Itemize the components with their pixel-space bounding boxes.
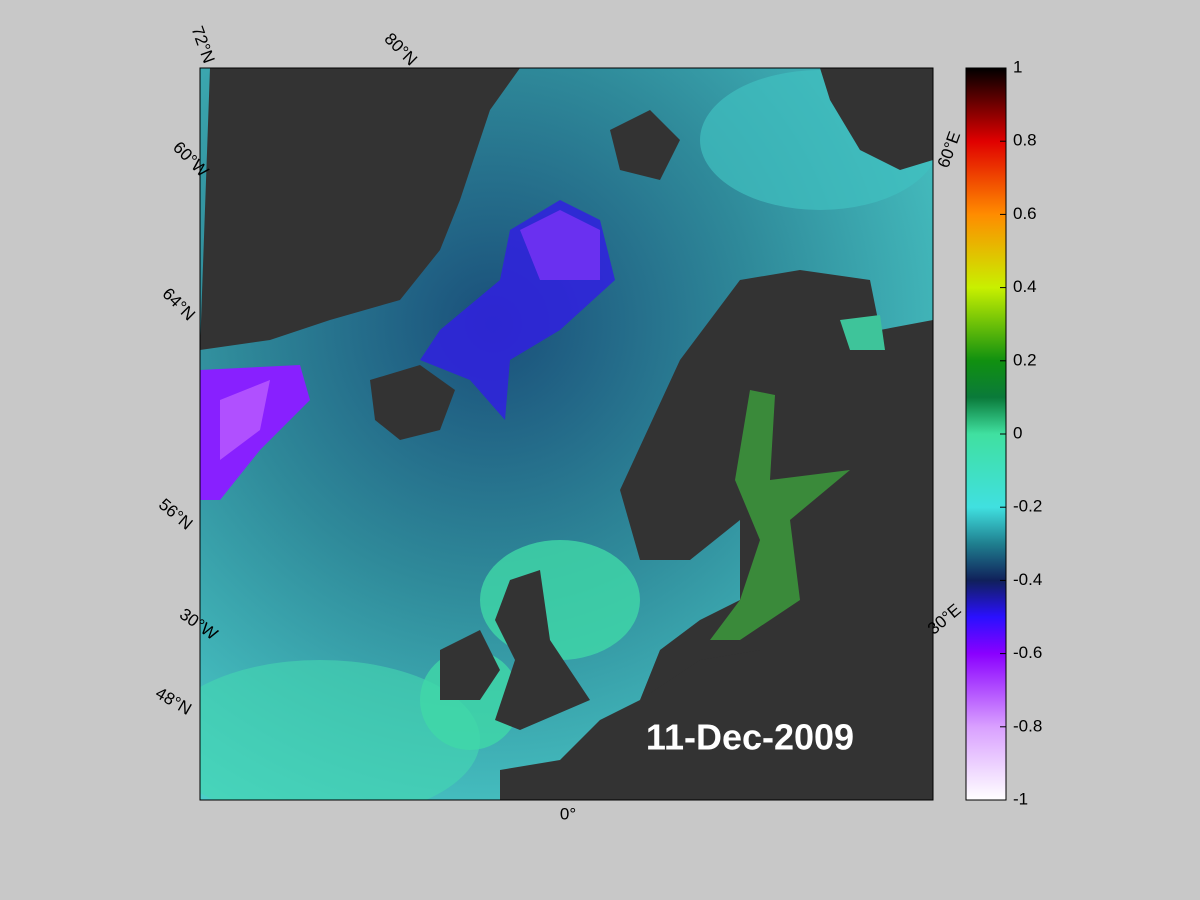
graticule-label: 72°N (188, 24, 219, 66)
colorbar-ticks: -1 -0.8 -0.6 -0.4 -0.2 0 0.2 0.4 0.6 0.8 1 (1000, 57, 1042, 808)
colorbar-tick-label: -1 (1013, 789, 1028, 808)
colorbar-tick-label: -0.2 (1013, 497, 1042, 516)
graticule-label: 80°N (381, 29, 421, 69)
colorbar-tick-label: -0.6 (1013, 643, 1042, 662)
colorbar-tick-label: -0.4 (1013, 570, 1042, 589)
graticule-label: 64°N (159, 284, 199, 324)
colorbar-tick-label: 0.6 (1013, 204, 1037, 223)
graticule-label: 0° (560, 804, 576, 823)
graticule-label: 48°N (152, 683, 194, 718)
colorbar-tick-label: 1 (1013, 57, 1022, 76)
colorbar-tick-label: 0.4 (1013, 277, 1037, 296)
colorbar (965, 67, 1007, 801)
map-field (200, 68, 933, 800)
colorbar-tick-label: 0.8 (1013, 131, 1037, 150)
map-frame (199, 67, 934, 801)
colorbar-tick-label: -0.8 (1013, 716, 1042, 735)
graticule-label: 56°N (155, 495, 196, 534)
graticule-label: 60°E (934, 129, 965, 170)
colorbar-tick-label: 0 (1013, 423, 1022, 442)
colorbar-tick-label: 0.2 (1013, 350, 1037, 369)
date-label: 11-Dec-2009 (646, 717, 854, 758)
